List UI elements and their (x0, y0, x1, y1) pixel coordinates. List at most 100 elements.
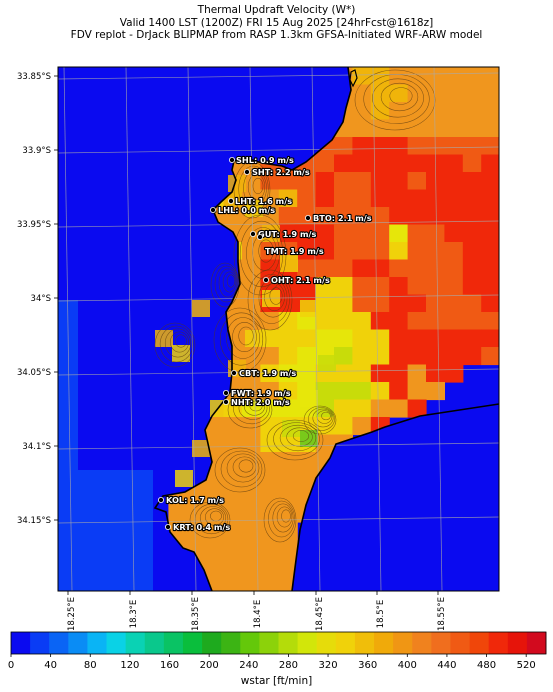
field-cell (500, 207, 519, 225)
field-cell (223, 522, 243, 541)
terrain-cell (300, 390, 318, 407)
station-marker-nht (222, 398, 229, 405)
field-cell (352, 102, 372, 121)
station-marker-bto (304, 214, 311, 221)
field-cell (444, 277, 464, 296)
field-cell (444, 312, 464, 331)
field-cell (370, 259, 390, 278)
latitude-gridline (58, 220, 499, 228)
field-cell (389, 224, 409, 243)
contour-line (233, 214, 287, 296)
contour-line (170, 331, 189, 353)
longitude-gridline (187, 67, 197, 591)
station-label-kol: KOL: 1.7 m/s (166, 495, 224, 505)
field-cell (315, 277, 335, 296)
field-cell (297, 452, 317, 471)
field-cell (278, 539, 298, 558)
contour-line (264, 282, 285, 312)
longitude-gridline (311, 67, 321, 591)
field-cell (389, 347, 409, 366)
field-cell (223, 574, 243, 591)
field-cell (352, 189, 372, 208)
field-cell (260, 364, 280, 383)
colorbar-tick-label: 320 (318, 660, 337, 671)
field-cell (370, 364, 390, 383)
field-cell (389, 364, 409, 383)
contour-line (308, 407, 335, 431)
contour-line (321, 411, 331, 421)
field-cell (462, 102, 482, 121)
field-cell (315, 172, 335, 191)
field-cell (297, 172, 317, 191)
field-cell (389, 277, 409, 296)
field-cell (278, 469, 298, 488)
field-cell (462, 294, 482, 313)
latitude-gridline (58, 146, 499, 154)
contour-line (303, 405, 337, 435)
field-cell (334, 417, 353, 436)
field-cell (205, 539, 225, 558)
lat-tick-label: 33.95°S (17, 220, 51, 230)
station-marker-lhl (209, 206, 216, 213)
field-cell (426, 189, 445, 208)
longitude-gridline (433, 67, 443, 591)
colorbar-segment (106, 632, 127, 654)
colorbar-segment (11, 632, 31, 654)
station-marker-kol (157, 496, 164, 503)
field-cell (297, 469, 317, 488)
field-cell (370, 399, 390, 418)
field-cell (407, 329, 427, 348)
field-cell (444, 207, 464, 226)
field-cell (242, 294, 261, 313)
field-cell (481, 189, 499, 208)
station-label-bto: BTO: 2.1 m/s (313, 213, 372, 223)
terrain-cell (155, 330, 173, 347)
field-cell (500, 347, 519, 365)
field-cell (462, 329, 482, 348)
contour-line (214, 265, 239, 303)
field-cell (260, 172, 280, 191)
field-cell (260, 574, 280, 591)
contour-line (272, 503, 294, 533)
field-cell (278, 364, 298, 383)
field-cell (168, 504, 188, 523)
colorbar-segment (30, 632, 50, 654)
field-cell (370, 119, 390, 138)
contour-line (268, 500, 295, 538)
field-cell (334, 172, 353, 191)
field-cell (315, 329, 335, 348)
field-cell (407, 119, 427, 138)
field-cell (389, 329, 409, 348)
station-label-fwt: FWT: 1.9 m/s (231, 388, 291, 398)
field-cell (260, 504, 280, 523)
station-label-oht: OHT: 2.1 m/s (271, 275, 330, 285)
field-cell (242, 557, 261, 576)
station-marker-shl (228, 156, 235, 163)
field-cell (444, 259, 464, 278)
field-cell (205, 557, 225, 576)
field-cell (223, 487, 243, 506)
field-cell (352, 329, 372, 348)
field-cell (407, 259, 427, 278)
lon-tick-label: 18.45°E (315, 597, 325, 631)
terrain-cell (262, 290, 280, 307)
title-line-1: Thermal Updraft Velocity (W*) (197, 4, 356, 16)
field-cell (500, 155, 519, 173)
colorbar-segment (354, 632, 375, 654)
field-cell (444, 154, 464, 173)
field-cell (223, 417, 243, 436)
contour-line (273, 422, 320, 456)
field-cell (352, 382, 372, 401)
field-cell (315, 224, 335, 243)
field-cell (407, 294, 427, 313)
colorbar-tick-label: 240 (239, 660, 258, 671)
field-cell (315, 312, 335, 331)
field-cell (352, 259, 372, 278)
field-cell (389, 67, 409, 86)
field-cell (407, 224, 427, 243)
station-label-shl: SHL: 0.9 m/s (236, 155, 294, 165)
field-cell (297, 347, 317, 366)
field-cell (389, 382, 409, 401)
field-cell (407, 67, 427, 86)
field-cell (352, 399, 372, 418)
